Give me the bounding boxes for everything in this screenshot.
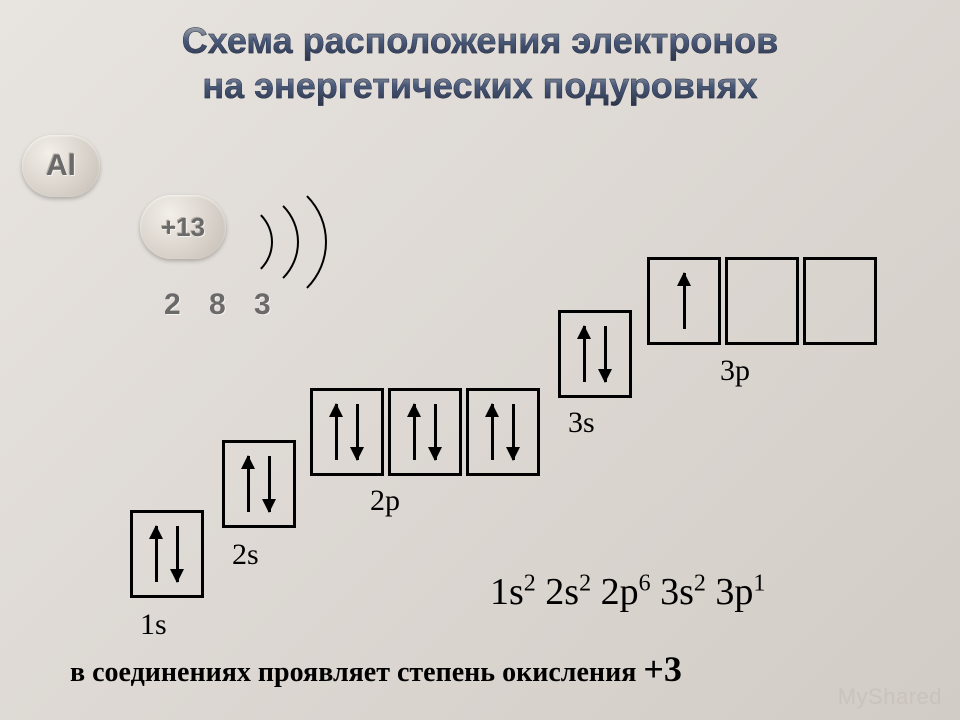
- orbital-box-p2-1: [388, 388, 462, 476]
- watermark-text: MyShared: [838, 684, 942, 710]
- electron-arrow-down-icon: [268, 456, 271, 512]
- oxidation-value: +3: [643, 649, 682, 689]
- element-symbol-pill: Al: [22, 135, 100, 197]
- econf-sup: 2: [579, 570, 591, 596]
- econf-term: 1s: [490, 571, 524, 613]
- econf-term: 2s: [536, 571, 579, 613]
- electron-configuration: 1s2 2s2 2p6 3s2 3p1: [490, 570, 765, 614]
- electron-arrow-up-icon: [155, 526, 158, 582]
- title-line-1: Схема расположения электронов: [182, 20, 778, 61]
- econf-sup: 1: [753, 570, 765, 596]
- element-symbol: Al: [46, 149, 76, 183]
- orbital-label-3s: 3s: [568, 406, 595, 440]
- shell-arcs: [225, 196, 345, 286]
- orbital-label-1s: 1s: [140, 608, 167, 642]
- oxidation-prefix: в соединениях проявляет степень окислени…: [70, 657, 643, 688]
- orbital-box-s3-0: [558, 310, 632, 398]
- shell-counts: 2 8 3: [164, 288, 281, 322]
- electron-arrow-up-icon: [247, 456, 250, 512]
- electron-arrow-up-icon: [583, 326, 586, 382]
- electron-arrow-down-icon: [176, 526, 179, 582]
- electron-arrow-down-icon: [434, 404, 437, 460]
- orbital-box-s2-0: [222, 440, 296, 528]
- econf-sup: 6: [639, 570, 651, 596]
- electron-arrow-up-icon: [683, 273, 686, 329]
- diagram-title: Схема расположения электронов на энергет…: [0, 18, 960, 108]
- orbital-label-3p: 3p: [720, 354, 750, 388]
- orbital-label-2p: 2p: [370, 484, 400, 518]
- orbital-box-p3-1: [725, 257, 799, 345]
- econf-sup: 2: [694, 570, 706, 596]
- econf-term: 3p: [706, 571, 754, 613]
- electron-arrow-up-icon: [491, 404, 494, 460]
- electron-arrow-up-icon: [335, 404, 338, 460]
- econf-sup: 2: [524, 570, 536, 596]
- orbital-box-p3-2: [803, 257, 877, 345]
- oxidation-state-text: в соединениях проявляет степень окислени…: [70, 648, 682, 690]
- orbital-box-p2-2: [466, 388, 540, 476]
- orbital-label-2s: 2s: [232, 538, 259, 572]
- orbital-box-p2-0: [310, 388, 384, 476]
- econf-term: 3s: [651, 571, 694, 613]
- title-line-2: на энергетических подуровнях: [202, 65, 757, 106]
- econf-term: 2p: [591, 571, 639, 613]
- electron-arrow-up-icon: [413, 404, 416, 460]
- electron-arrow-down-icon: [512, 404, 515, 460]
- electron-arrow-down-icon: [604, 326, 607, 382]
- orbital-box-p3-0: [647, 257, 721, 345]
- orbital-box-s1-0: [130, 510, 204, 598]
- electron-arrow-down-icon: [356, 404, 359, 460]
